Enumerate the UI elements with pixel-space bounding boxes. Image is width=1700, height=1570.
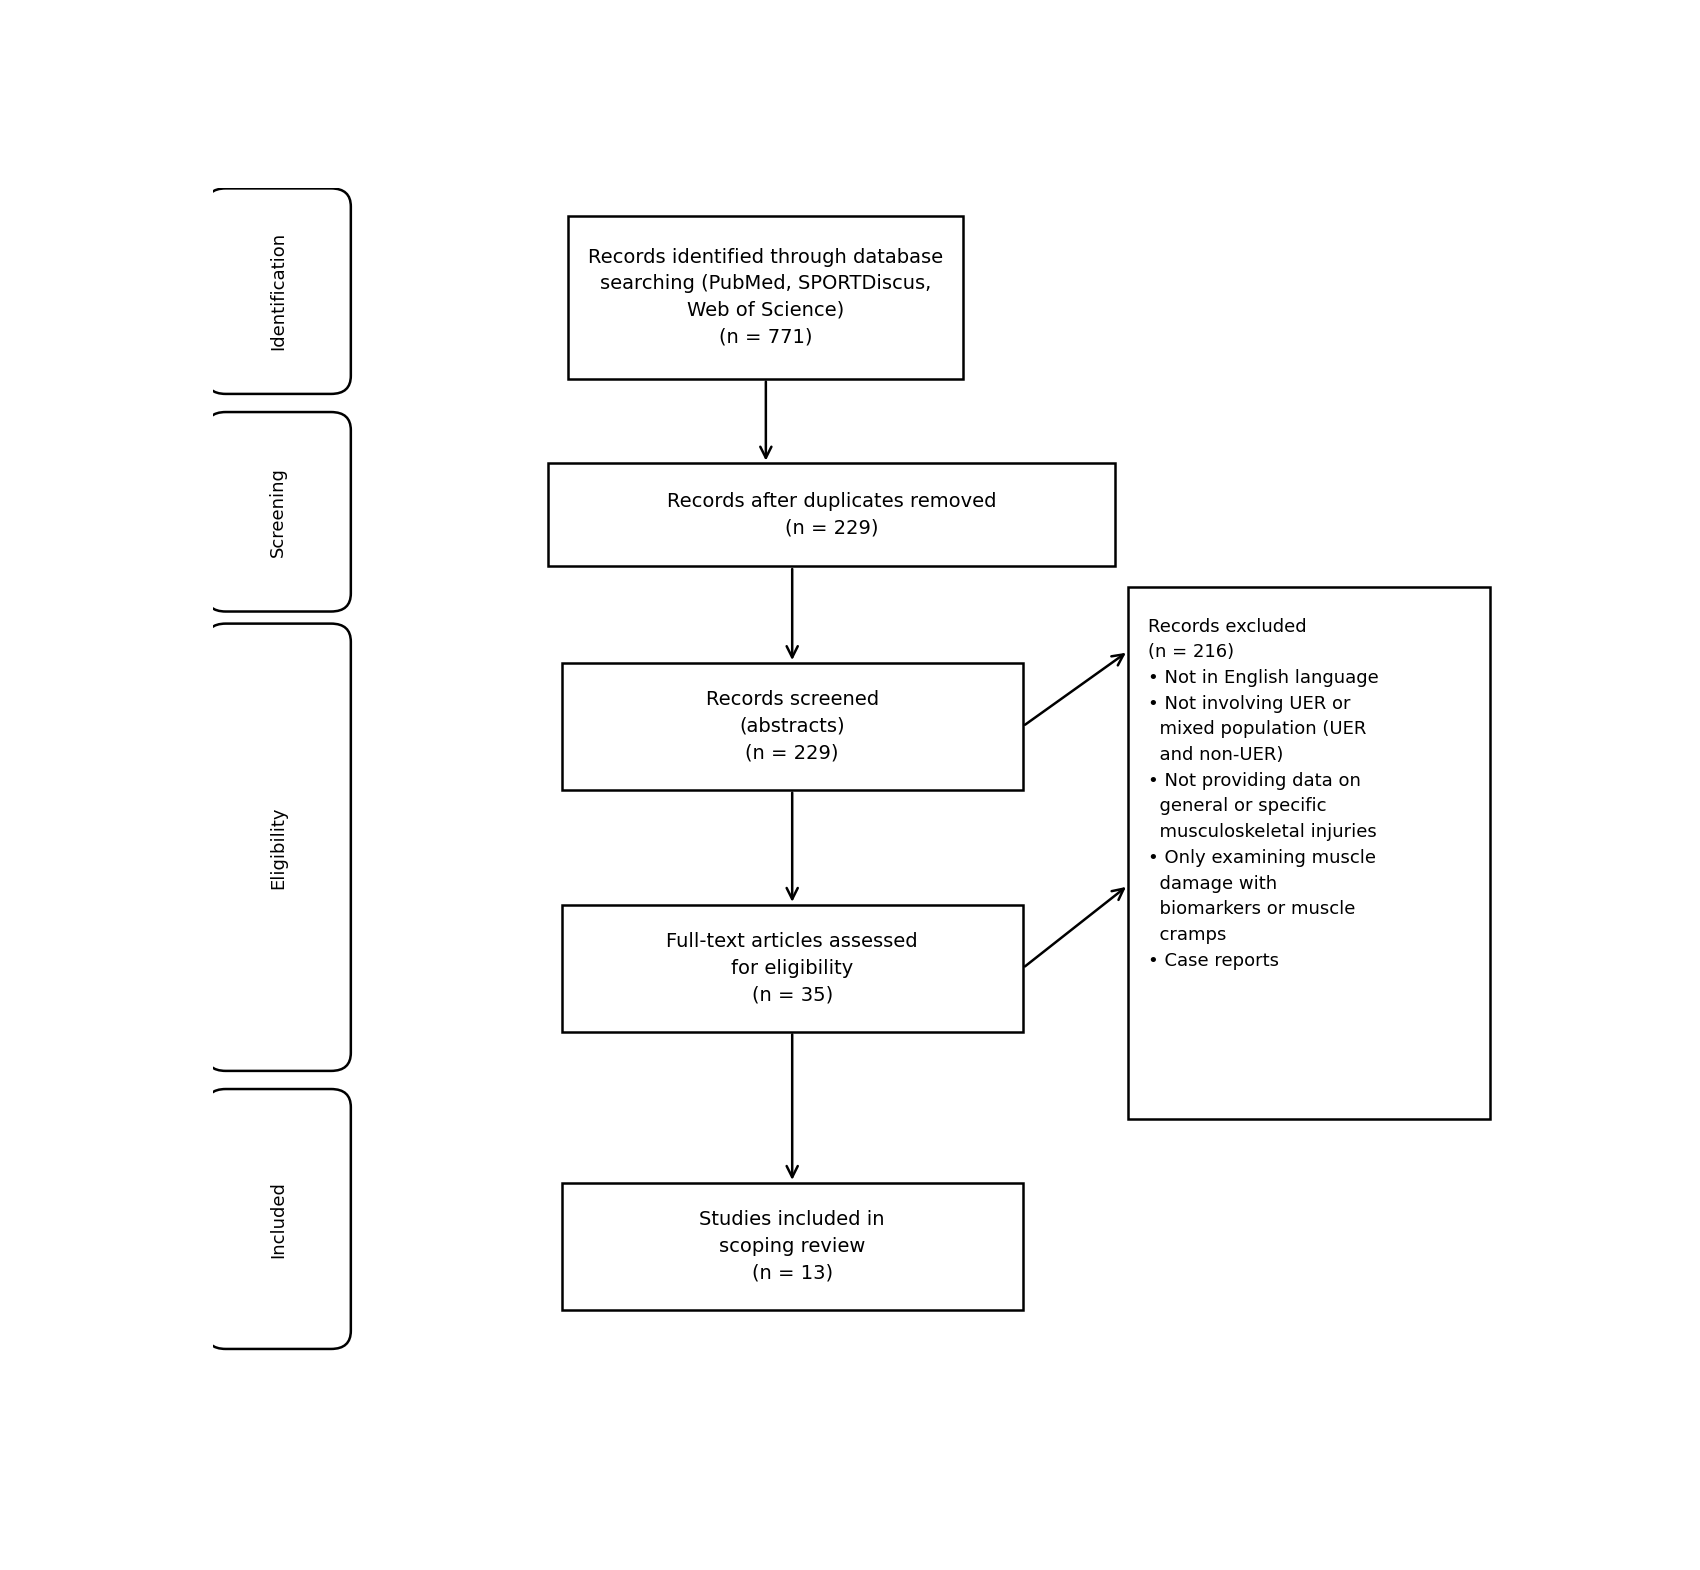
Text: Records identified through database
searching (PubMed, SPORTDiscus,
Web of Scien: Records identified through database sear… (588, 248, 944, 347)
Text: Included: Included (269, 1181, 287, 1258)
FancyBboxPatch shape (206, 188, 350, 394)
FancyBboxPatch shape (206, 411, 350, 612)
Text: Records after duplicates removed
(n = 229): Records after duplicates removed (n = 22… (666, 491, 996, 537)
Bar (1129, 587, 1491, 1119)
Text: Full-text articles assessed
for eligibility
(n = 35): Full-text articles assessed for eligibil… (666, 933, 918, 1005)
Bar (561, 904, 1023, 1031)
Bar (561, 663, 1023, 790)
Text: Screening: Screening (269, 468, 287, 557)
Text: Records screened
(abstracts)
(n = 229): Records screened (abstracts) (n = 229) (706, 691, 879, 763)
Bar (549, 463, 1115, 567)
Text: Records excluded
(n = 216)
• Not in English language
• Not involving UER or
  mi: Records excluded (n = 216) • Not in Engl… (1148, 617, 1379, 970)
Text: Identification: Identification (269, 232, 287, 350)
Text: Eligibility: Eligibility (269, 805, 287, 889)
FancyBboxPatch shape (206, 1090, 350, 1349)
Text: Studies included in
scoping review
(n = 13): Studies included in scoping review (n = … (699, 1210, 886, 1283)
FancyBboxPatch shape (206, 623, 350, 1071)
Bar (561, 1182, 1023, 1309)
Bar (568, 215, 964, 378)
